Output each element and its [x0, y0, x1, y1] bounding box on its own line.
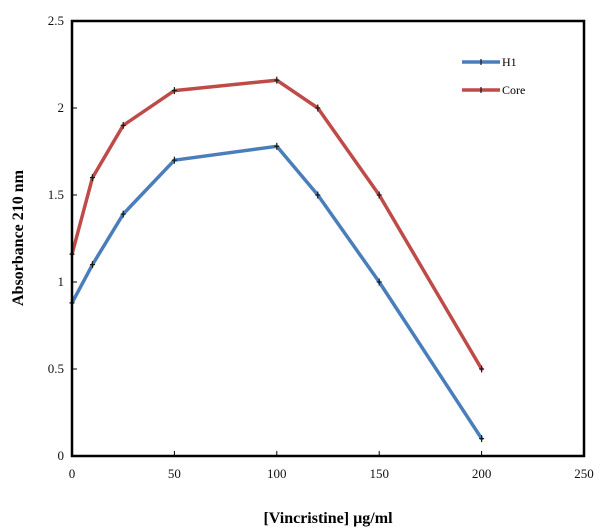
legend: H1 Core: [462, 55, 525, 97]
data-point-core: [171, 87, 177, 95]
data-point-h1: [171, 156, 177, 164]
data-point-h1: [479, 435, 485, 443]
data-point-core: [479, 365, 485, 373]
data-point-h1: [376, 278, 382, 286]
y-axis-title: Absorbance 210 nm: [10, 169, 27, 306]
legend-label-h1: H1: [502, 55, 517, 69]
series-line-core: [70, 78, 484, 371]
legend-label-core: Core: [502, 83, 525, 97]
y-tick-label: 1.5: [48, 187, 64, 202]
x-tick-label: 0: [69, 466, 76, 481]
plot-area-frame: [70, 19, 586, 458]
series-layer: [69, 76, 485, 443]
data-point-core: [120, 121, 126, 129]
data-point-core: [274, 76, 280, 84]
x-tick-label: 50: [168, 466, 181, 481]
data-point-core: [376, 191, 382, 199]
data-point-core: [89, 174, 95, 182]
data-point-h1: [274, 142, 280, 150]
series-h1: [69, 142, 485, 443]
y-tick-label: 2.5: [48, 13, 64, 28]
series-line-h1: [70, 144, 484, 441]
y-tick-label: 0: [58, 448, 65, 463]
y-tick-label: 0.5: [48, 361, 64, 376]
data-point-h1: [89, 261, 95, 269]
data-point-core: [315, 104, 321, 112]
x-tick-label: 100: [267, 466, 287, 481]
x-tick-label: 200: [472, 466, 492, 481]
x-axis-title: [Vincristine] µg/ml: [263, 510, 393, 527]
data-point-h1: [315, 191, 321, 199]
y-tick-label: 2: [58, 100, 65, 115]
data-point-h1: [120, 210, 126, 218]
x-tick-label: 150: [369, 466, 389, 481]
series-core: [69, 76, 485, 373]
x-tick-label: 250: [574, 466, 594, 481]
y-tick-label: 1: [58, 274, 65, 289]
